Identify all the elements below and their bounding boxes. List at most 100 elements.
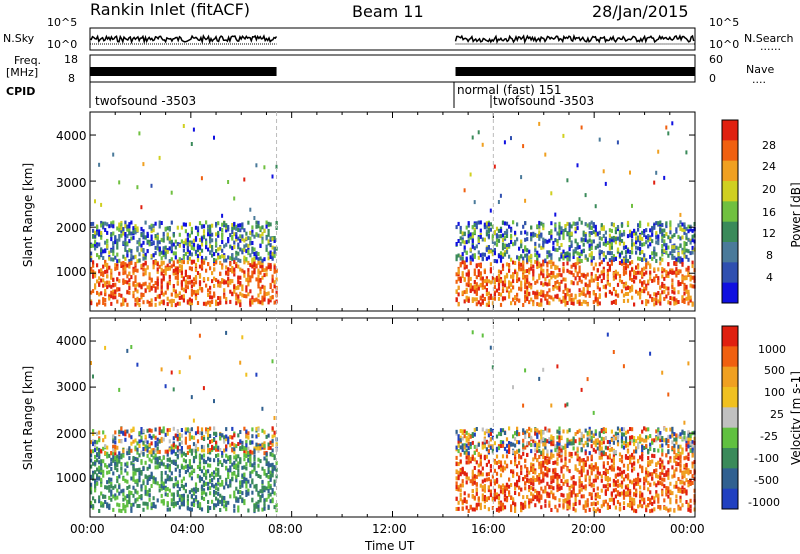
- power-cell: [622, 299, 626, 303]
- velocity-cell: [209, 434, 212, 438]
- power-cell: [677, 300, 680, 304]
- power-cell: [205, 302, 208, 307]
- velocity-cell: [479, 470, 482, 475]
- power-cell: [92, 274, 95, 279]
- power-cell: [602, 272, 605, 277]
- power-cell: [96, 279, 99, 284]
- velocity-cell: [503, 446, 507, 451]
- power-cell: [558, 257, 561, 262]
- power-cell: [124, 298, 127, 303]
- power-cell: [649, 242, 652, 247]
- power-cell: [524, 278, 527, 283]
- power-cell: [152, 284, 155, 288]
- velocity-cell: [92, 449, 95, 454]
- power-cell: [130, 256, 133, 261]
- power-cell: [233, 257, 236, 262]
- velocity-cell: [116, 445, 119, 450]
- power-cell: [540, 245, 543, 250]
- power-cell: [144, 281, 147, 286]
- velocity-cell: [174, 501, 177, 506]
- power-cell: [568, 245, 571, 249]
- power-cell: [186, 241, 189, 246]
- power-cell: [148, 302, 151, 307]
- velocity-cell: [520, 487, 523, 492]
- velocity-cell: [188, 473, 191, 478]
- velocity-cell: [138, 504, 141, 508]
- power-cell: [663, 289, 666, 294]
- velocity-cell: [110, 492, 113, 497]
- power-cell: [96, 302, 99, 307]
- velocity-cell: [522, 428, 525, 433]
- power-cell: [495, 238, 499, 243]
- velocity-cell: [514, 509, 517, 513]
- power-cell: [501, 220, 505, 225]
- velocity-cell: [481, 333, 484, 338]
- power-cell: [558, 225, 561, 230]
- power-cell: [118, 222, 121, 227]
- velocity-cell: [170, 502, 173, 507]
- power-cell: [227, 283, 230, 288]
- power-cell: [532, 269, 535, 274]
- velocity-cell: [267, 489, 270, 493]
- velocity-cell: [524, 445, 527, 450]
- power-cell: [590, 220, 593, 225]
- velocity-cell: [465, 480, 468, 485]
- power-cell: [483, 279, 486, 284]
- power-cell: [188, 250, 191, 255]
- velocity-cell: [554, 474, 557, 479]
- power-cell: [120, 302, 123, 307]
- velocity-cell: [550, 476, 553, 480]
- power-cell: [98, 299, 101, 304]
- velocity-cell: [136, 441, 139, 446]
- power-cell: [624, 281, 628, 286]
- power-cell: [633, 275, 636, 280]
- power-cell: [588, 222, 591, 227]
- power-cell: [481, 142, 484, 147]
- velocity-cell: [221, 502, 224, 507]
- velocity-cell: [237, 490, 240, 495]
- velocity-cell: [487, 443, 490, 448]
- power-cell: [275, 164, 278, 169]
- power-cell: [255, 255, 258, 260]
- power-cell: [637, 223, 640, 228]
- velocity-cell: [247, 508, 250, 513]
- power-cell: [641, 242, 644, 247]
- power-cell: [275, 221, 278, 225]
- power-cell: [459, 261, 462, 266]
- power-cell: [194, 290, 198, 295]
- power-cell: [275, 268, 278, 273]
- velocity-cell: [215, 485, 218, 490]
- velocity-cell: [552, 461, 555, 465]
- velocity-cell: [213, 438, 216, 442]
- power-cell: [205, 268, 208, 273]
- velocity-cell: [100, 462, 103, 467]
- power-cell: [473, 297, 476, 302]
- power-cell: [477, 269, 480, 274]
- velocity-cell: [154, 477, 157, 482]
- power-cell: [542, 282, 545, 287]
- velocity-cell: [540, 435, 543, 440]
- power-cell: [465, 225, 468, 230]
- power-cell: [184, 289, 187, 294]
- power-cell: [665, 224, 668, 229]
- power-cell: [271, 278, 274, 283]
- velocity-cell: [269, 492, 272, 497]
- power-cell: [622, 245, 626, 250]
- velocity-cell: [207, 509, 210, 513]
- power-cell: [158, 293, 161, 298]
- velocity-cell: [471, 489, 474, 494]
- velocity-cell: [253, 450, 256, 455]
- power-cell: [564, 296, 567, 301]
- velocity-cell: [483, 441, 486, 446]
- power-cell: [196, 271, 200, 275]
- power-cell: [687, 249, 690, 254]
- velocity-cell: [152, 448, 155, 453]
- power-cell: [211, 223, 214, 228]
- velocity-cell: [455, 481, 458, 486]
- power-cell: [120, 261, 123, 266]
- power-cell: [512, 285, 515, 290]
- velocity-cell: [158, 449, 161, 454]
- velocity-cell: [251, 434, 254, 439]
- velocity-cell: [168, 463, 171, 468]
- power-cell: [140, 263, 143, 268]
